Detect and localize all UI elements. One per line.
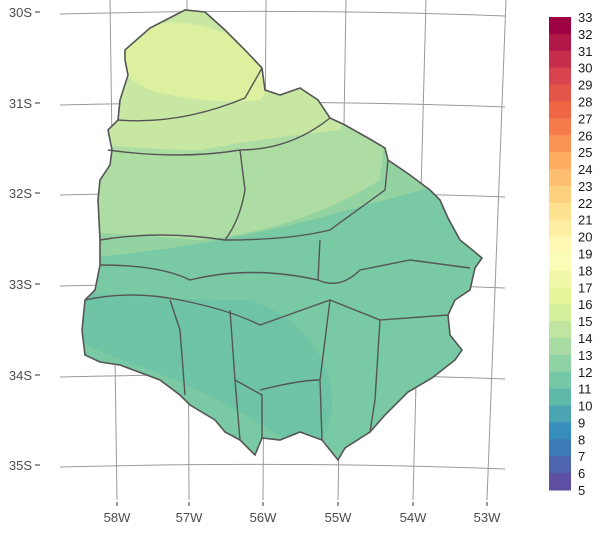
lon-label: 54W [400,510,427,525]
legend-label: 17 [578,280,592,295]
legend-swatch [549,185,571,204]
legend-swatch [549,253,571,271]
contour-level-12-south [82,290,333,450]
lon-label: 53W [474,510,501,525]
legend-swatch [549,17,571,35]
lat-label: 31S [9,96,32,111]
lat-label: 35S [9,458,32,473]
legend-swatch [549,236,571,254]
contour-level-16 [110,22,267,102]
legend-label: 11 [578,382,592,397]
legend-swatch [549,101,571,119]
legend-label: 14 [578,331,592,346]
legend-label: 13 [578,348,592,363]
legend-label: 15 [578,314,592,329]
legend-label: 9 [578,415,585,430]
legend-label: 18 [578,263,592,278]
legend-label: 19 [578,247,592,262]
legend-swatch [549,33,571,52]
axis-ticks: 30S 31S 32S 33S 34S 35S 58W 57W 56W 55W 54W 53W [9,5,501,525]
legend-swatch [549,304,571,322]
legend-swatch [549,422,571,440]
legend-swatch [549,152,571,170]
legend-swatch [549,219,571,238]
legend-label: 6 [578,466,585,481]
legend-swatch [549,84,571,102]
legend-label: 21 [578,213,592,228]
longitude-line [486,0,507,501]
lat-label: 30S [9,5,32,20]
legend-label: 29 [578,78,592,93]
legend-swatch [549,67,571,86]
legend-label: 33 [578,10,592,25]
legend-swatch [549,270,571,288]
legend-label: 5 [578,483,585,498]
legend-swatch [549,135,571,153]
legend-label: 12 [578,365,592,380]
legend-label: 16 [578,297,592,312]
legend-label: 23 [578,179,592,194]
lat-label: 34S [9,368,32,383]
legend-label: 31 [578,44,592,59]
legend-swatch [549,202,571,221]
latitude-line [59,463,506,470]
legend-label: 22 [578,196,592,211]
legend-swatch [549,473,571,491]
legend-swatch [549,456,571,474]
lon-label: 57W [176,510,203,525]
lon-label: 55W [325,510,352,525]
legend-label: 28 [578,94,592,109]
lat-label: 32S [9,186,32,201]
legend-label: 30 [578,61,592,76]
legend-label: 26 [578,128,592,143]
legend-swatch [549,50,571,69]
legend-swatch [549,321,571,339]
latitude-line [59,10,506,17]
legend-swatch [549,354,571,373]
legend-swatch [549,337,571,356]
legend-swatch [549,371,571,390]
legend-label: 25 [578,145,592,160]
legend-swatch [549,388,571,407]
legend-label: 27 [578,111,592,126]
legend-label: 7 [578,449,585,464]
department-borders [84,67,471,441]
lon-label: 58W [104,510,131,525]
legend-label: 24 [578,162,592,177]
legend-label: 32 [578,27,592,42]
legend-swatch [549,405,571,423]
legend-label: 10 [578,399,592,414]
legend-swatch [549,118,571,136]
legend-label: 20 [578,230,592,245]
legend-swatch [549,169,571,187]
lat-label: 33S [9,277,32,292]
legend-swatch [549,439,571,457]
legend-swatch [549,287,571,305]
legend-label: 8 [578,432,585,447]
lon-label: 56W [250,510,277,525]
